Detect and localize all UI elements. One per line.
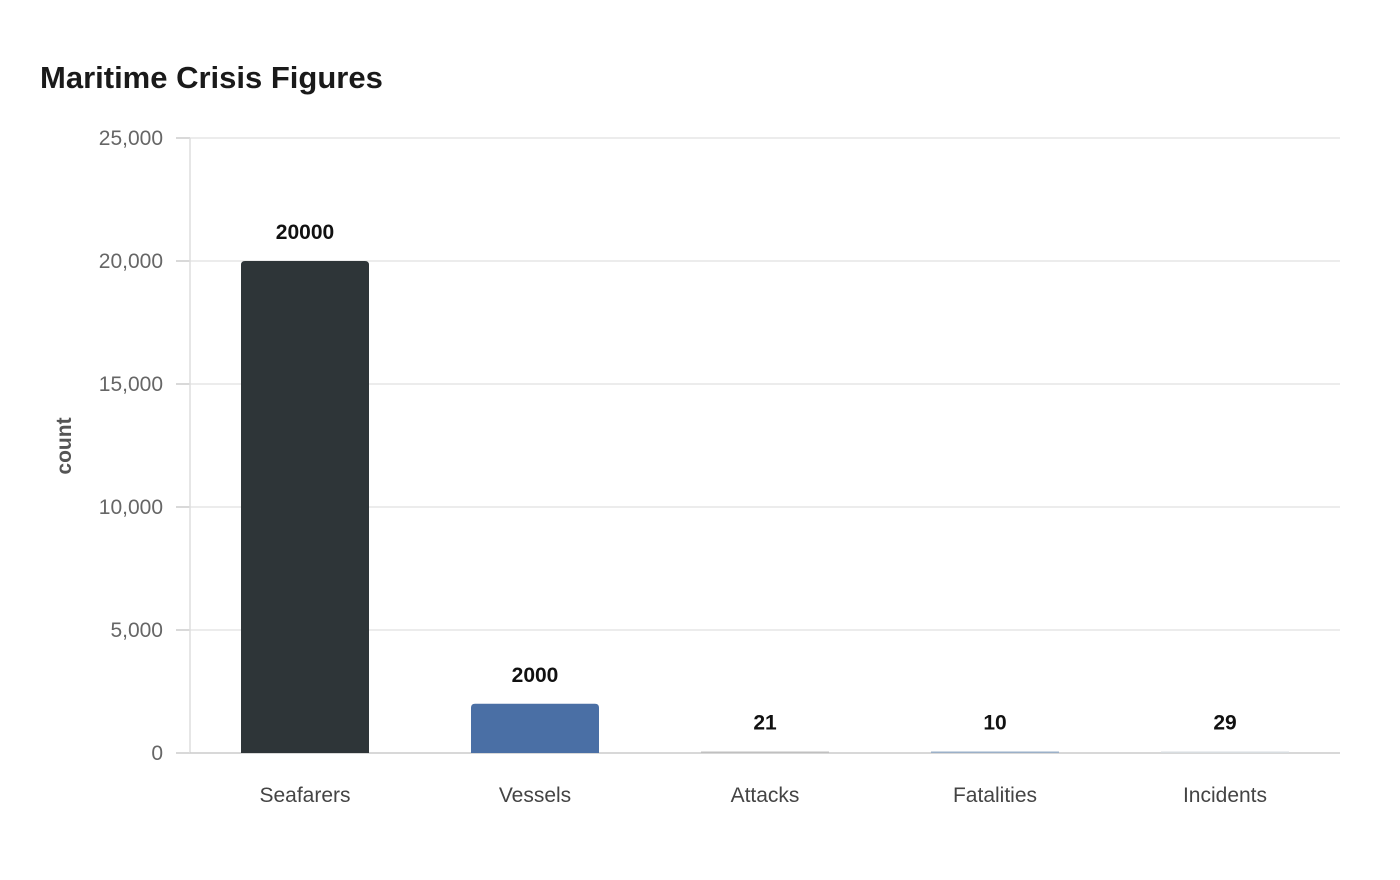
bar-incidents[interactable] [1161,751,1289,754]
y-tick-label: 5,000 [110,619,163,642]
data-label: 2000 [512,664,559,687]
gridlines [190,137,1340,631]
bar-vessels[interactable] [471,703,599,753]
chart-title: Maritime Crisis Figures [40,60,383,95]
y-tick-label: 10,000 [99,496,163,519]
x-tick-label: Fatalities [953,784,1037,807]
x-tick-label: Incidents [1183,784,1267,807]
x-tick-label: Vessels [499,784,571,807]
data-label: 29 [1213,712,1236,735]
x-tick-label: Attacks [731,784,800,807]
y-tick-label: 0 [151,742,163,765]
bar-fatalities[interactable] [931,751,1059,754]
bar-attacks[interactable] [701,751,829,754]
data-label: 21 [753,712,777,735]
bar-seafarers[interactable] [241,261,369,753]
y-tick-label: 20,000 [99,250,163,273]
x-tick-label: Seafarers [259,784,350,807]
y-tick-label: 25,000 [99,127,163,150]
data-label: 10 [983,712,1006,735]
y-axis-title: count [53,417,76,474]
bars [241,261,1289,753]
labels: 0 5,000 10,000 15,000 20,000 25,000 20000 Seafa… [99,127,1267,807]
data-label: 20000 [276,221,334,244]
y-tick-label: 15,000 [99,373,163,396]
